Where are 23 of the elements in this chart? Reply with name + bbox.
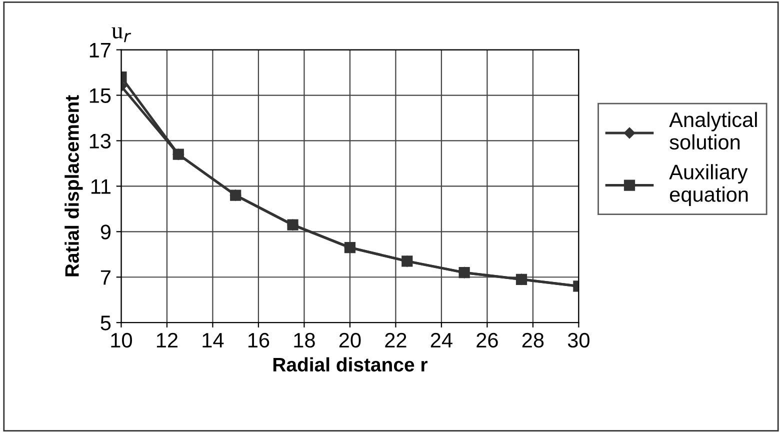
x-axis-title: Radial distance r	[273, 357, 428, 372]
x-tick-label: 24	[430, 332, 452, 348]
x-tick-label: 28	[522, 332, 544, 348]
x-tick-label: 14	[202, 333, 224, 348]
text: u$_{r}$	[112, 27, 132, 42]
x-tick-label: 22	[385, 332, 406, 348]
legend-label: Analytical solution	[669, 112, 757, 150]
x-tick-label: 26	[476, 332, 498, 348]
x-tick-label: 12	[156, 332, 178, 348]
y-tick-label: 7	[100, 270, 110, 285]
y-tick-label: 11	[91, 179, 110, 194]
y-axis-title: Ratial displacement	[64, 95, 83, 276]
y-tick-label: 9	[100, 224, 110, 240]
y-tick-label: 13	[90, 134, 111, 148]
legend-label: Auxiliary equation	[669, 164, 748, 206]
x-tick-label: 18	[294, 332, 315, 348]
y-tick-label: 15	[90, 88, 111, 104]
x-tick-label: 20	[339, 332, 361, 348]
x-tick-label: 16	[248, 332, 270, 348]
x-tick-label: 10	[111, 332, 132, 348]
x-tick-label: 30	[568, 332, 590, 348]
y-tick-label: 17	[90, 43, 110, 58]
y-tick-label: 5	[100, 316, 111, 330]
